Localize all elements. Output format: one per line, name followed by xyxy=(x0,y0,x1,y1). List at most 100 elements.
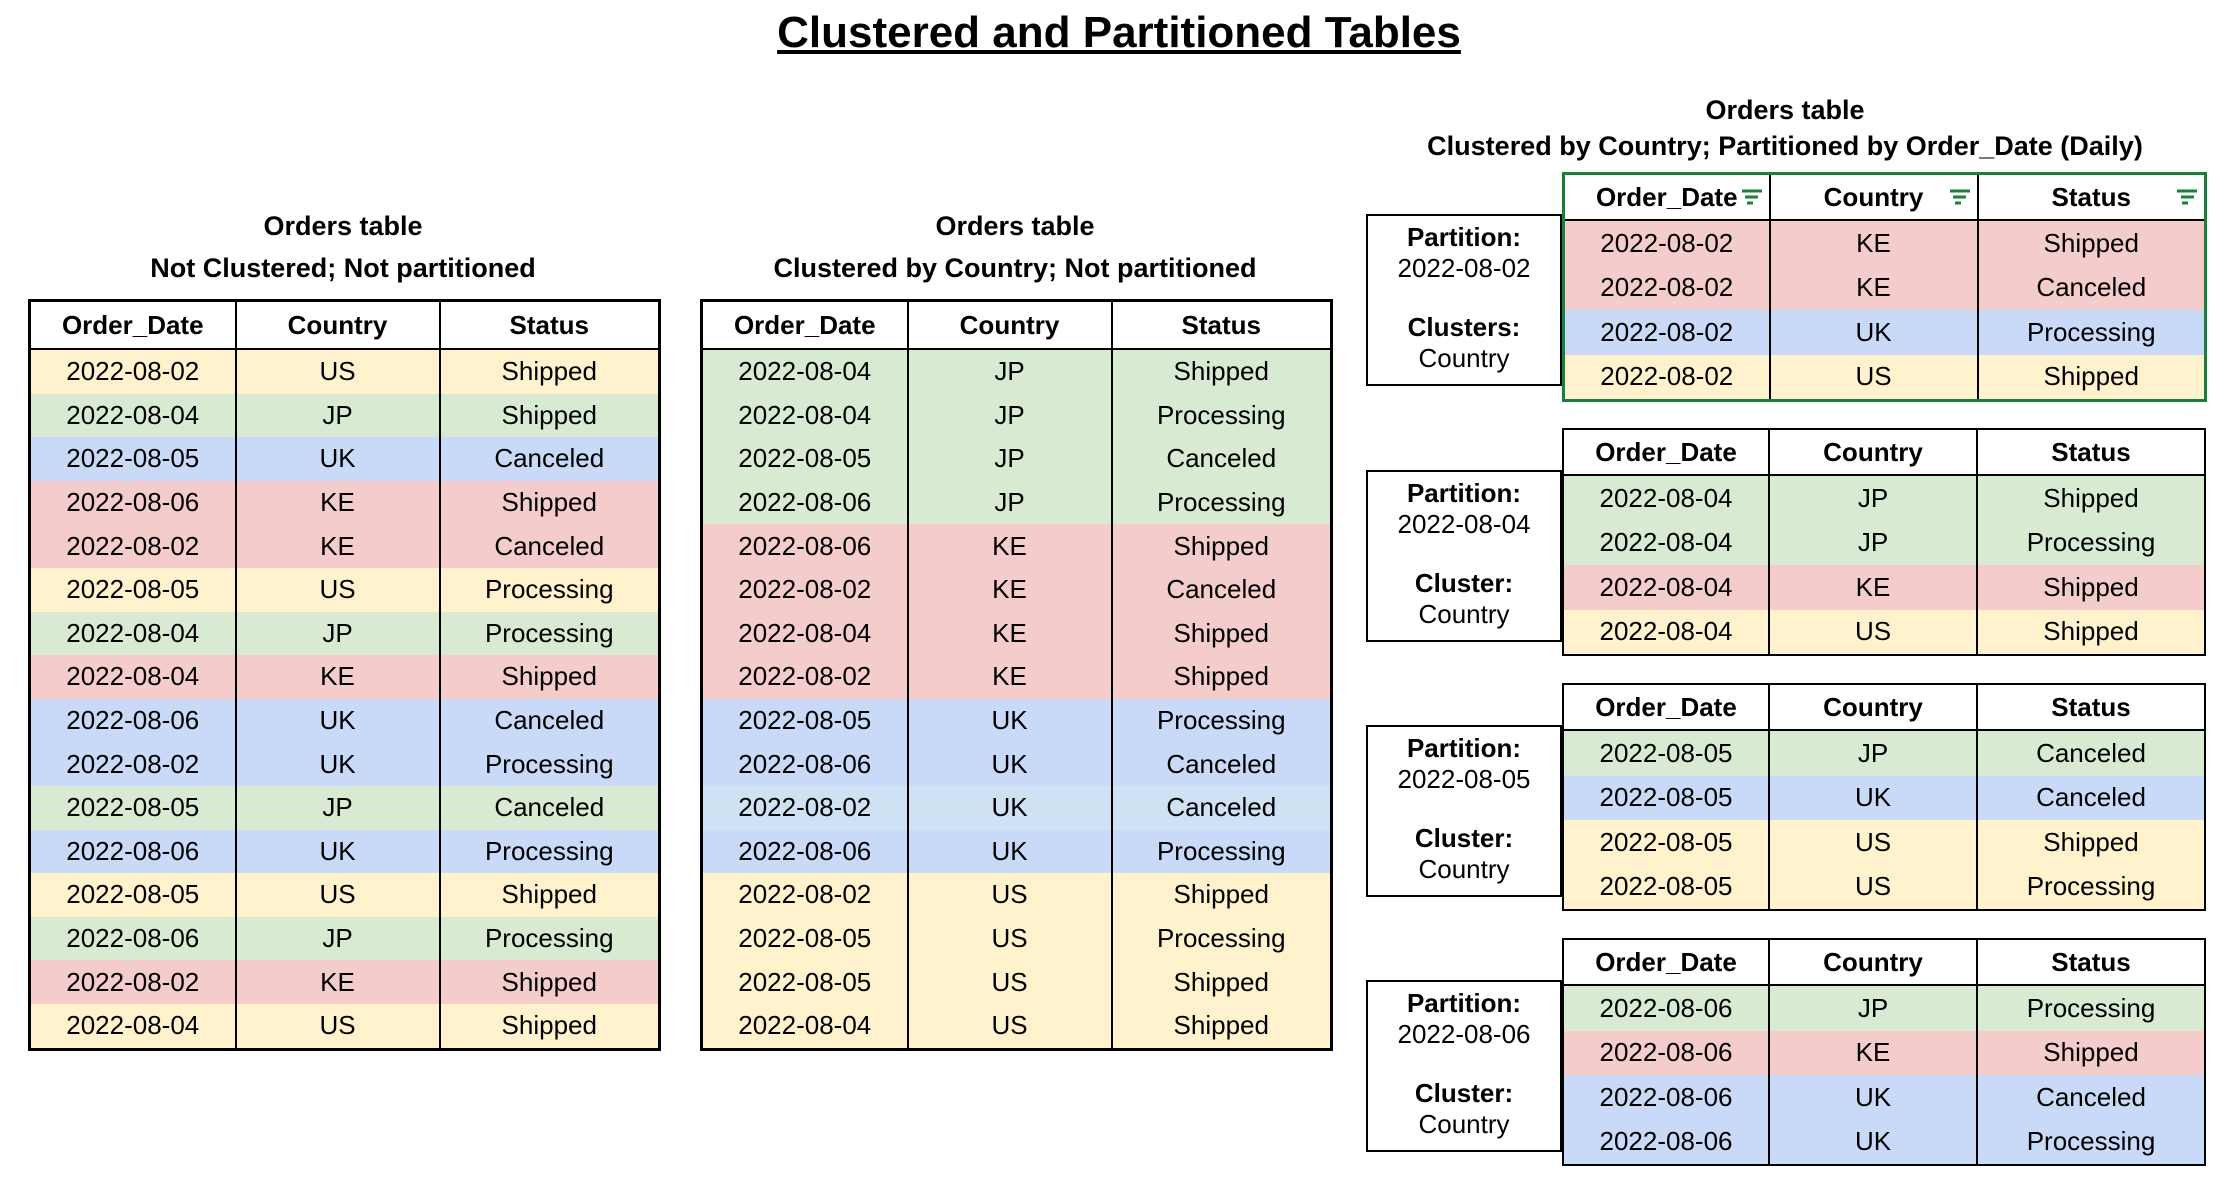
partition-data-table: Order_Date Country Status 2022-08-05 JP Ca… xyxy=(1562,683,2206,911)
table-cell: Shipped xyxy=(438,873,661,917)
table-cell: 2022-08-06 xyxy=(1562,1119,1770,1165)
table-row: 2022-08-02 KE Shipped xyxy=(28,960,661,1004)
header-row: Order_Date Country Status xyxy=(700,299,1333,350)
table-row: 2022-08-02 US Shipped xyxy=(28,349,661,394)
table-row: 2022-08-06 UK Processing xyxy=(1562,1119,2206,1165)
partition-label-cell: Partition: 2022-08-05 Cluster: Country xyxy=(1366,725,1562,897)
table-row: 2022-08-02 UK Processing xyxy=(1562,310,2207,355)
table-cell: KE xyxy=(906,567,1113,612)
table-cell: KE xyxy=(1768,565,1978,610)
column-header-status: Status xyxy=(1976,938,2206,986)
table-cell: 2022-08-04 xyxy=(700,349,909,394)
column-header-order-date: Order_Date xyxy=(1562,683,1770,731)
table-cell: Shipped xyxy=(438,655,661,699)
table-cell: 2022-08-05 xyxy=(28,437,237,481)
table-row: 2022-08-06 JP Processing xyxy=(28,916,661,961)
panel-partitioned-title: Orders table Clustered by Country; Parti… xyxy=(1366,92,2204,164)
table-cell: JP xyxy=(1768,520,1978,565)
table-row: 2022-08-02 US Shipped xyxy=(1562,354,2207,401)
table-row: 2022-08-06 JP Processing xyxy=(1562,985,2206,1031)
table-cell: Processing xyxy=(1110,829,1333,874)
partition-data-table: Order_Date Country Status 2022-08-06 JP Pr… xyxy=(1562,938,2206,1166)
table-row: 2022-08-06 UK Canceled xyxy=(700,742,1333,786)
table-cell: Shipped xyxy=(438,480,661,525)
table-cell: 2022-08-02 xyxy=(1562,220,1771,266)
table-row: 2022-08-04 US Shipped xyxy=(28,1003,661,1049)
table-cell: 2022-08-06 xyxy=(1562,1075,1770,1120)
table-cell: Processing xyxy=(1110,916,1333,961)
table-cell: 2022-08-05 xyxy=(700,437,909,481)
table-cell: UK xyxy=(234,742,441,786)
table-cell: 2022-08-04 xyxy=(28,611,237,656)
table-cell: Shipped xyxy=(1976,220,2207,266)
table-row: 2022-08-06 KE Shipped xyxy=(1562,1030,2206,1075)
cluster-label: Clusters: xyxy=(1407,312,1521,342)
table-cell: US xyxy=(234,1003,441,1049)
partition-label-cell: Partition: 2022-08-02 Clusters: Country xyxy=(1366,214,1562,386)
table-cell: KE xyxy=(1768,1030,1978,1075)
table-cell: 2022-08-04 xyxy=(1562,609,1770,655)
table-cell: Shipped xyxy=(438,393,661,438)
table-cell: 2022-08-05 xyxy=(1562,775,1770,820)
cluster-label: Cluster: xyxy=(1414,568,1514,598)
partition-label: Partition: xyxy=(1406,988,1522,1018)
table-row: 2022-08-04 KE Shipped xyxy=(1562,565,2206,610)
partition-table-2022-08-02: Partition: 2022-08-02 Clusters: Country … xyxy=(1366,172,2207,402)
table-cell: US xyxy=(1768,820,1978,865)
table-cell: US xyxy=(234,349,441,394)
table-cell: US xyxy=(906,916,1113,961)
table-cell: US xyxy=(1768,609,1978,655)
table-cell: Shipped xyxy=(1110,349,1333,394)
table-cell: Canceled xyxy=(1110,567,1333,612)
table-cell: Shipped xyxy=(1110,1003,1333,1049)
clustered-subtitle: Clustered by Country; Not partitioned xyxy=(773,253,1257,283)
table-cell: 2022-08-06 xyxy=(700,480,909,525)
table-cell: KE xyxy=(234,960,441,1004)
table-cell: Processing xyxy=(438,742,661,786)
table-cell: Shipped xyxy=(1110,655,1333,699)
table-cell: UK xyxy=(906,829,1113,874)
cluster-value: Country xyxy=(1418,599,1510,629)
column-header-order-date: Order_Date xyxy=(700,299,909,350)
table-cell: 2022-08-04 xyxy=(1562,520,1770,565)
column-header-country: Country xyxy=(1768,938,1978,986)
table-cell: US xyxy=(1768,354,1979,401)
table-cell: UK xyxy=(234,698,441,743)
table-cell: UK xyxy=(906,785,1113,830)
table-cell: JP xyxy=(1768,730,1978,776)
table-cell: 2022-08-02 xyxy=(1562,310,1771,355)
table-cell: Processing xyxy=(1110,393,1333,438)
table-row: 2022-08-02 KE Shipped xyxy=(1562,220,2207,266)
panel-clustered: Orders table Clustered by Country; Not p… xyxy=(700,205,1333,1051)
table-cell: Shipped xyxy=(438,1003,661,1049)
column-header-status: Status xyxy=(438,299,661,350)
partition-value: 2022-08-06 xyxy=(1397,1019,1531,1049)
table-cell: 2022-08-02 xyxy=(700,655,909,699)
table-cell: JP xyxy=(234,785,441,830)
cluster-label: Cluster: xyxy=(1414,1078,1514,1108)
table-cell: US xyxy=(906,873,1113,917)
table-row: 2022-08-02 KE Canceled xyxy=(1562,265,2207,310)
table-cell: 2022-08-04 xyxy=(700,611,909,656)
table-cell: Processing xyxy=(438,567,661,612)
table-row: 2022-08-04 JP Shipped xyxy=(1562,475,2206,521)
table-cell: 2022-08-06 xyxy=(700,829,909,874)
table-row: 2022-08-04 US Shipped xyxy=(700,1003,1333,1049)
table-cell: UK xyxy=(234,829,441,874)
table-row: 2022-08-05 UK Canceled xyxy=(1562,775,2206,820)
table-cell: KE xyxy=(234,480,441,525)
table-cell: 2022-08-05 xyxy=(1562,730,1770,776)
panel-not-clustered-title: Orders table Not Clustered; Not partitio… xyxy=(28,205,658,289)
table-cell: Processing xyxy=(438,611,661,656)
table-row: 2022-08-02 UK Processing xyxy=(28,742,661,786)
table-cell: 2022-08-06 xyxy=(700,524,909,568)
table-cell: 2022-08-05 xyxy=(700,916,909,961)
table-row: 2022-08-05 US Shipped xyxy=(1562,820,2206,865)
table-cell: Canceled xyxy=(1110,437,1333,481)
cluster-value: Country xyxy=(1418,1109,1510,1139)
table-cell: KE xyxy=(906,655,1113,699)
table-cell: 2022-08-02 xyxy=(1562,265,1771,310)
table-row: 2022-08-02 KE Canceled xyxy=(28,524,661,568)
table-cell: 2022-08-04 xyxy=(1562,565,1770,610)
table-cell: UK xyxy=(1768,310,1979,355)
